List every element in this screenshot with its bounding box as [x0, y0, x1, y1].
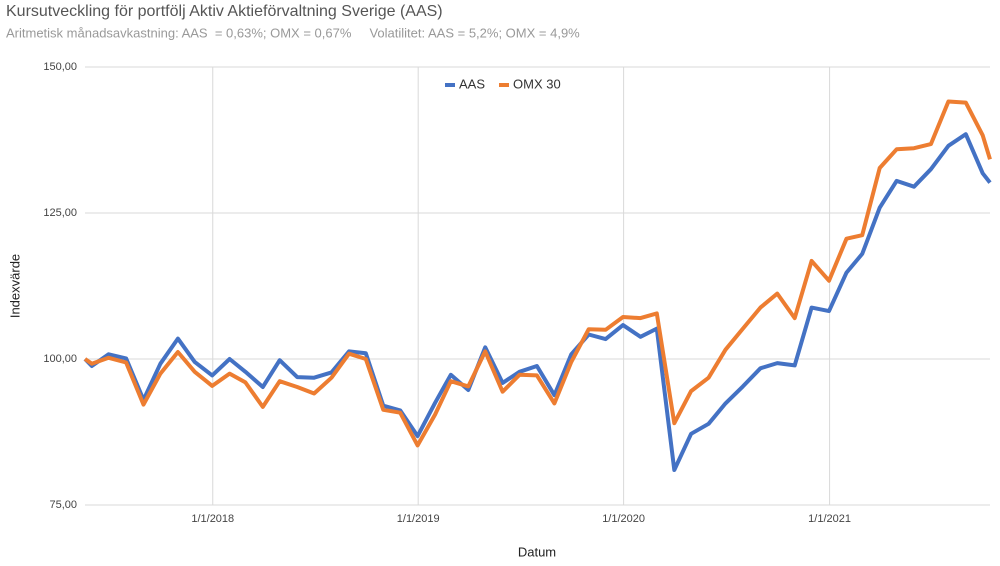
- x-tick-label: 1/1/2020: [602, 513, 645, 525]
- chart-title: Kursutveckling för portfölj Aktiv Aktief…: [6, 3, 443, 20]
- y-tick-label: 75,00: [49, 499, 77, 511]
- y-axis-label: Indexvärde: [7, 254, 22, 318]
- legend-label: OMX 30: [513, 76, 561, 91]
- x-tick-label: 1/1/2021: [808, 513, 851, 525]
- series-line: [83, 99, 992, 448]
- x-tick-label: 1/1/2018: [191, 513, 234, 525]
- y-tick-label: 100,00: [43, 353, 77, 365]
- y-tick-label: 125,00: [43, 207, 77, 219]
- y-tick-label: 150,00: [43, 61, 77, 73]
- x-tick-label: 1/1/2019: [397, 513, 440, 525]
- x-axis-label: Datum: [518, 544, 556, 559]
- series-line: [83, 132, 992, 472]
- chart-subtitle: Aritmetisk månadsavkastning: AAS = 0,63%…: [6, 25, 580, 40]
- legend-label: AAS: [459, 76, 485, 91]
